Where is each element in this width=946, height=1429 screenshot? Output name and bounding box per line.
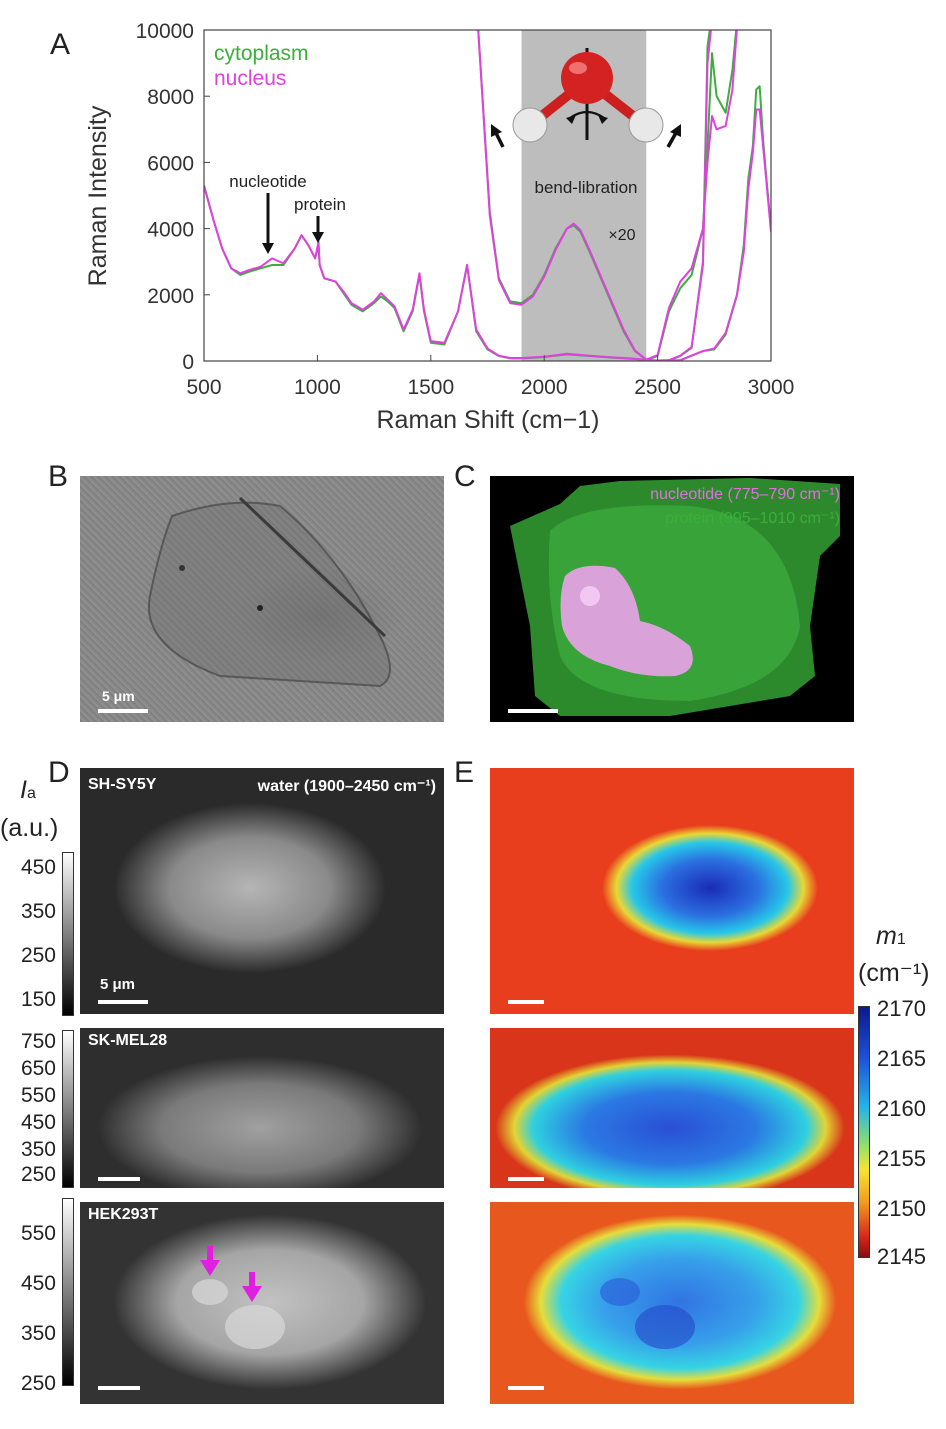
label-protein: protein (995–1010 cm⁻¹) <box>665 510 840 527</box>
annotation-nucleotide: nucleotide <box>229 172 307 191</box>
colorbar-d3-tick: 550 <box>20 1222 56 1245</box>
colorbar-d2-tick: 650 <box>20 1057 56 1080</box>
raman-spectrum-chart: 500 1000 1500 2000 2500 3000 0 2000 4000 6000 8000… <box>84 20 795 434</box>
brightfield-image: 5 μm <box>80 476 444 722</box>
scalebar-b <box>98 709 148 713</box>
colorbar-d-unit: (a.u.) <box>0 814 59 842</box>
cell-label-sk-mel28: SK-MEL28 <box>88 1032 168 1049</box>
colorbar-e-tick: 2150 <box>877 1196 926 1221</box>
colorbar-d3 <box>62 1198 74 1386</box>
colorbar-d2-tick: 450 <box>20 1111 56 1134</box>
magenta-arrow-icon <box>200 1246 220 1276</box>
colorbar-d1-tick: 350 <box>20 900 56 923</box>
plot-frame <box>203 29 772 362</box>
water-molecule-icon <box>491 48 681 148</box>
scalebar-d2 <box>98 1177 140 1181</box>
x-tick-label: 1000 <box>294 376 341 399</box>
y-tick-label: 2000 <box>147 285 194 308</box>
x-axis-label: Raman Shift (cm−1) <box>377 406 600 434</box>
x-tick-label: 1500 <box>407 376 454 399</box>
colorbar-e-tick: 2170 <box>877 996 926 1021</box>
x-tick-label: 2000 <box>521 376 568 399</box>
y-tick-label: 6000 <box>147 152 194 175</box>
y-tick-label: 8000 <box>147 86 194 109</box>
scalebar-e1 <box>508 1000 544 1004</box>
colorbar-d1 <box>62 852 74 1016</box>
cell-label-hek293t: HEK293T <box>88 1206 159 1223</box>
colorbar-d2-tick: 250 <box>20 1163 56 1186</box>
m1-image-sh-sy5y <box>490 768 854 1014</box>
y-axis-label: Raman Intensity <box>84 105 112 286</box>
colorbar-d3-tick: 450 <box>20 1272 56 1295</box>
colorbar-d-title: Ia <box>20 776 36 804</box>
colorbar-d1-tick: 150 <box>20 988 56 1011</box>
label-nucleotide: nucleotide (775–790 cm⁻¹) <box>650 486 840 503</box>
x-tick-label: 500 <box>186 376 221 399</box>
colorbar-e-tick: 2165 <box>877 1046 926 1071</box>
colorbar-d1-tick: 450 <box>20 856 56 879</box>
annotation-scale-x20: ×20 <box>608 227 635 244</box>
series-line-nucleus <box>204 30 712 361</box>
legend-nucleus: nucleus <box>214 67 286 90</box>
y-tick-label: 4000 <box>147 219 194 242</box>
water-range-label: water (1900–2450 cm⁻¹) <box>257 778 436 795</box>
colorbar-d2-tick: 550 <box>20 1084 56 1107</box>
cell-label-sh-sy5y: SH-SY5Y <box>88 776 157 793</box>
colorbar-d2 <box>62 1030 74 1188</box>
scalebar-d1-label: 5 μm <box>100 976 136 993</box>
scalebar-d1 <box>98 1000 148 1004</box>
panel-letter-c: C <box>454 460 476 493</box>
raman-composite-image: nucleotide (775–790 cm⁻¹) protein (995–1… <box>490 476 854 722</box>
colorbar-e-tick: 2155 <box>877 1146 926 1171</box>
panel-letter-d: D <box>48 756 70 789</box>
colorbar-e <box>858 1006 870 1258</box>
colorbar-d1-tick: 250 <box>20 944 56 967</box>
water-image-hek293t: HEK293T <box>80 1202 444 1404</box>
colorbar-d2-tick: 750 <box>20 1030 56 1053</box>
panel-letter-e: E <box>454 756 475 789</box>
colorbar-e-unit: (cm⁻¹) <box>858 959 930 987</box>
scalebar-e3 <box>508 1386 544 1390</box>
scalebar-b-label: 5 μm <box>102 688 135 704</box>
colorbar-e-tick: 2145 <box>877 1244 926 1269</box>
annotation-bend-libration: bend-libration <box>534 178 637 197</box>
colorbar-e-tick: 2160 <box>877 1096 926 1121</box>
panel-letter-b: B <box>48 460 69 493</box>
colorbar-d2-tick: 350 <box>20 1138 56 1161</box>
m1-image-sk-mel28 <box>490 1028 854 1188</box>
colorbar-e-title: m1 <box>876 922 906 950</box>
water-image-sk-mel28: SK-MEL28 <box>80 1028 444 1188</box>
scalebar-c <box>508 709 558 713</box>
magenta-arrow-icon <box>242 1272 262 1302</box>
water-image-sh-sy5y: SH-SY5Y water (1900–2450 cm⁻¹) 5 μm <box>80 768 444 1014</box>
scalebar-d3 <box>98 1386 140 1390</box>
series-line-nucleus_ch <box>657 108 771 361</box>
scalebar-e2 <box>508 1177 544 1181</box>
m1-image-hek293t <box>490 1202 854 1404</box>
x-tick-label: 2500 <box>634 376 681 399</box>
y-tick-label: 0 <box>182 351 194 374</box>
panel-letter-a: A <box>50 28 71 61</box>
x-tick-label: 3000 <box>748 376 795 399</box>
legend-cytoplasm: cytoplasm <box>214 42 309 65</box>
y-tick-label: 10000 <box>136 20 194 43</box>
colorbar-d3-tick: 250 <box>20 1372 56 1395</box>
annotation-protein: protein <box>294 195 346 214</box>
colorbar-d3-tick: 350 <box>20 1322 56 1345</box>
